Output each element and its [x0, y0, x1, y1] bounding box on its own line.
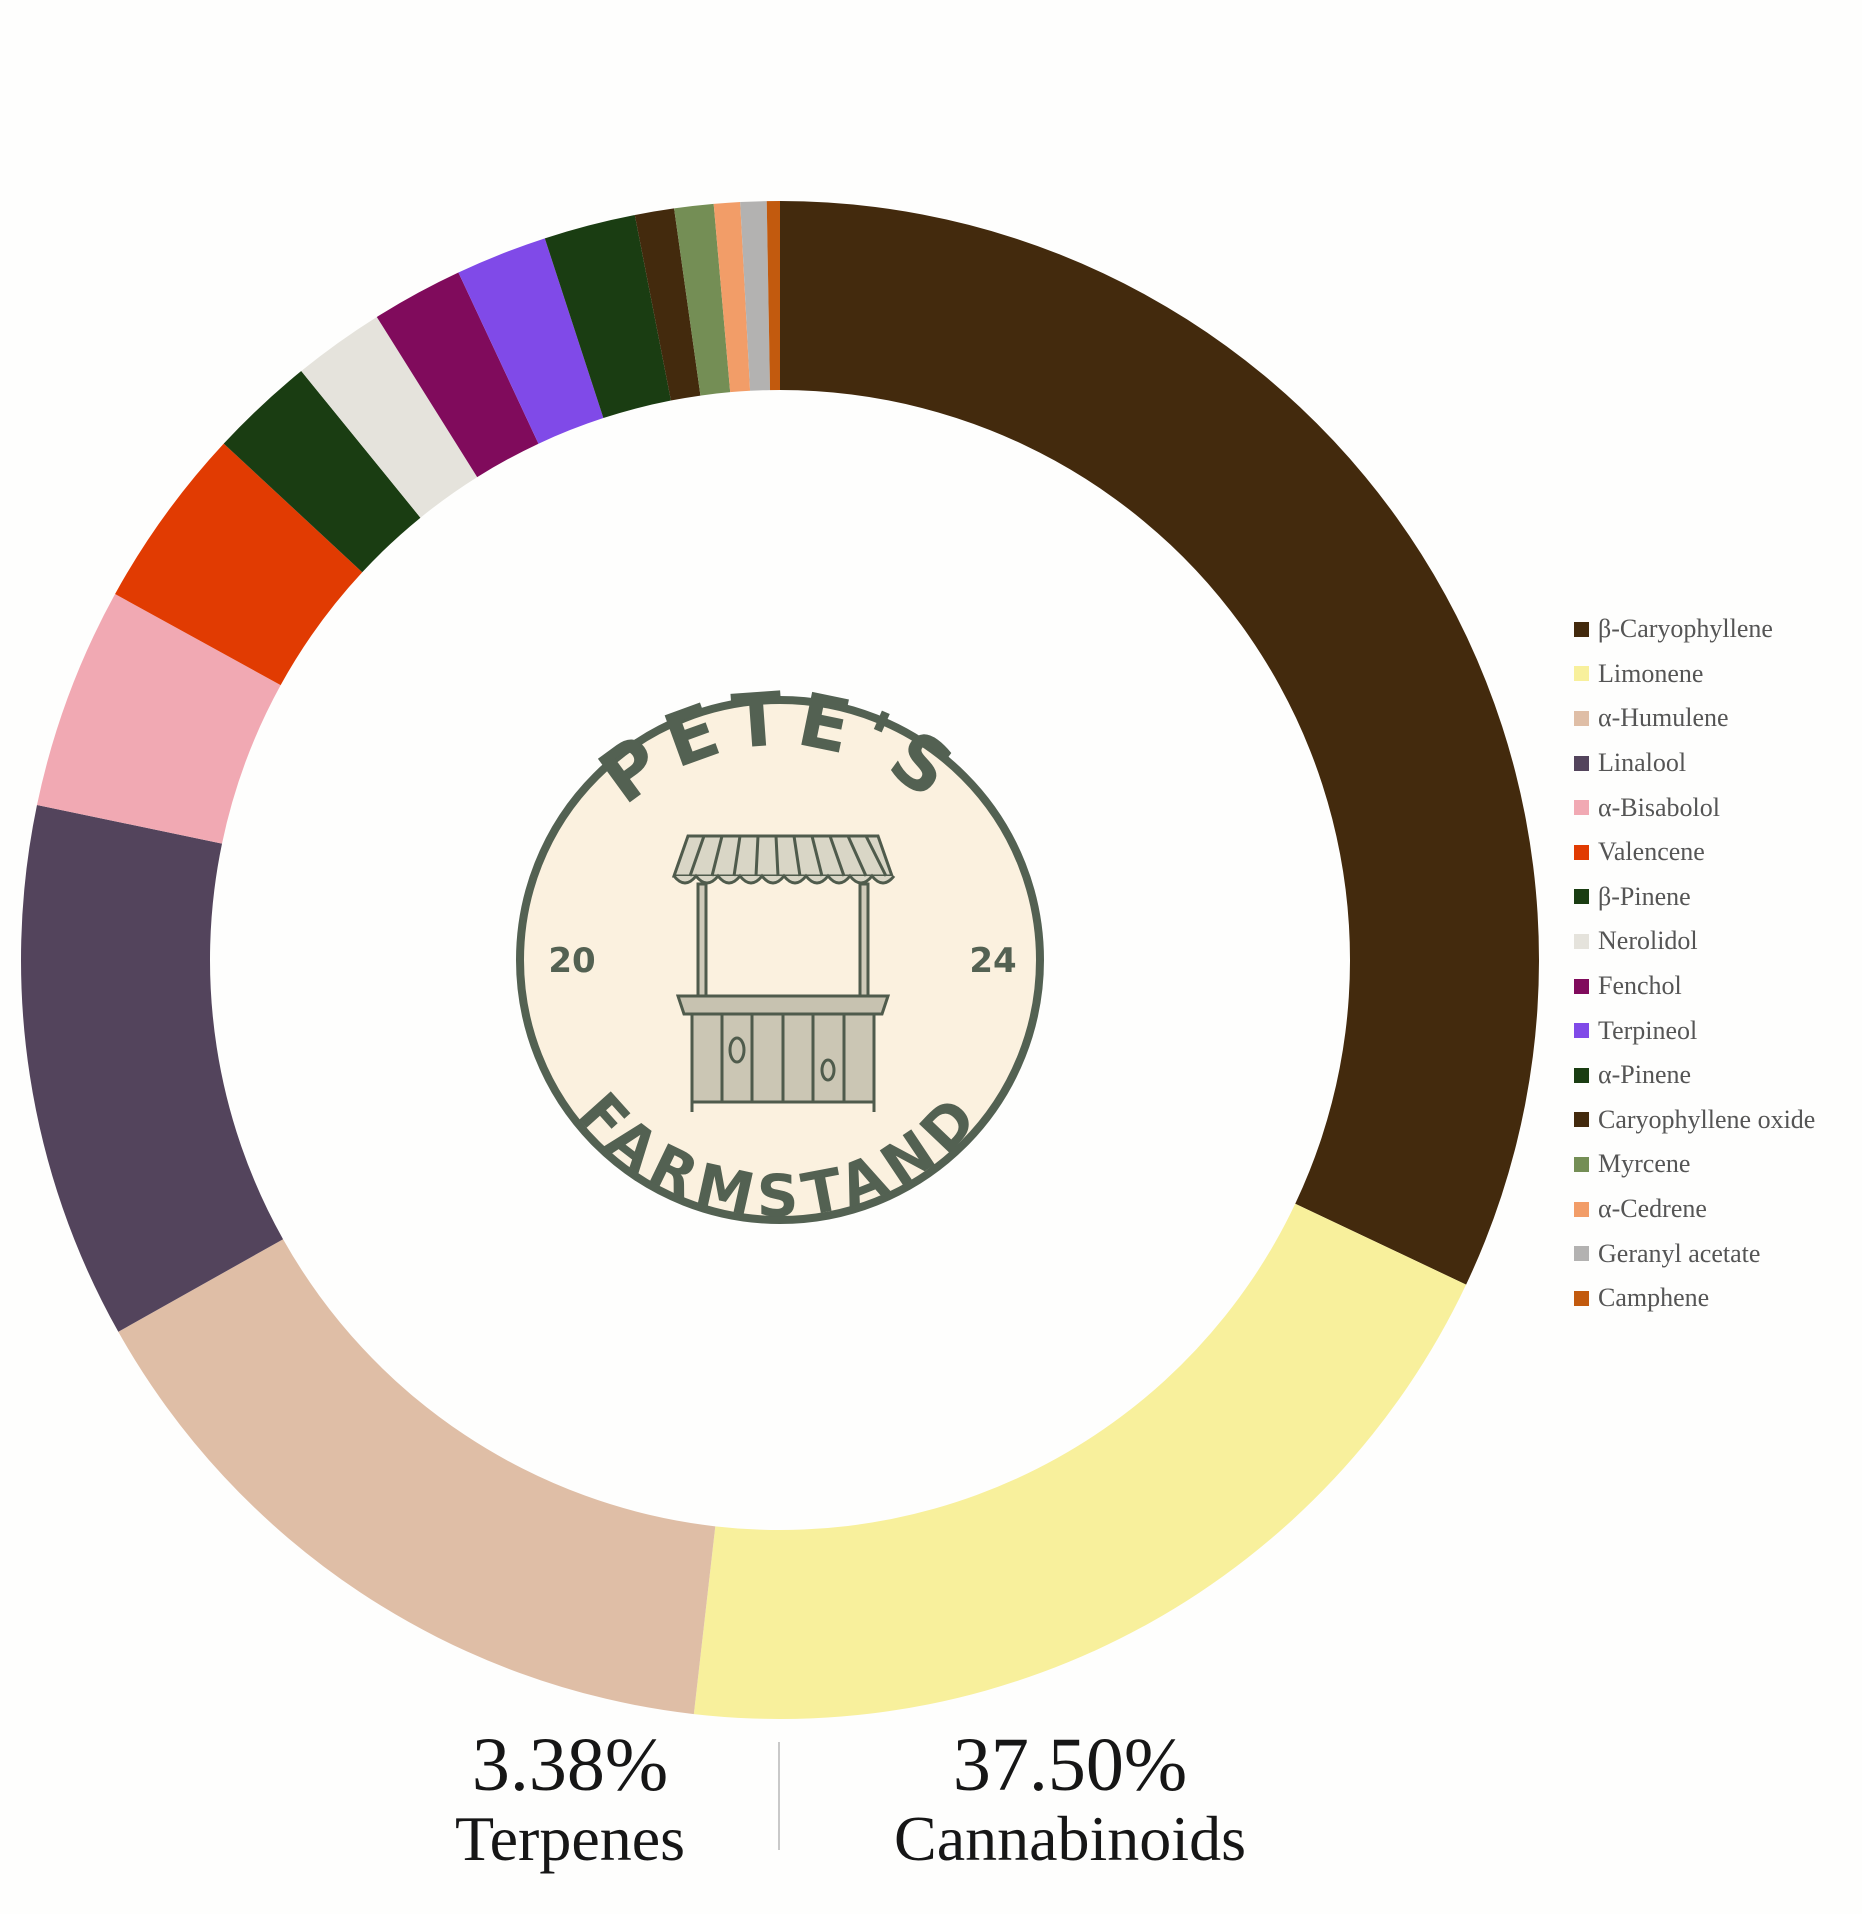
legend-swatch [1574, 889, 1589, 905]
donut-slice [36, 593, 281, 844]
legend-swatch [1574, 666, 1589, 682]
donut-slice [693, 1203, 1467, 1719]
legend-item: Valencene [1574, 830, 1815, 875]
logo-year-right: 24 [969, 941, 1016, 981]
legend-label: Caryophyllene oxide [1598, 1104, 1816, 1134]
legend-item: β-Pinene [1574, 875, 1815, 920]
legend-item: Myrcene [1574, 1142, 1815, 1187]
donut-slice [634, 208, 701, 401]
donut-slice [301, 316, 478, 518]
legend-label: β-Caryophyllene [1598, 614, 1773, 644]
donut-slice [740, 201, 771, 391]
legend-label: Nerolidol [1598, 926, 1698, 956]
legend-swatch [1574, 1201, 1589, 1217]
legend-item: β-Caryophyllene [1574, 607, 1815, 652]
legend-label: α-Bisabolol [1598, 792, 1720, 822]
legend-item: α-Humulene [1574, 696, 1815, 741]
legend-label: β-Pinene [1598, 881, 1691, 911]
donut-slice [223, 371, 421, 573]
legend-item: Camphene [1574, 1276, 1815, 1321]
legend-label: Linalool [1598, 748, 1687, 778]
farmstand-logo: PETE'S FARMSTAND 20 24 [516, 676, 1044, 1231]
legend-label: Limonene [1598, 658, 1704, 688]
legend-swatch [1574, 1112, 1589, 1128]
legend-swatch [1574, 1023, 1589, 1039]
legend-item: Limonene [1574, 652, 1815, 697]
legend-label: α-Cedrene [1598, 1194, 1707, 1224]
logo-year-left: 20 [548, 941, 595, 981]
legend-item: Nerolidol [1574, 919, 1815, 964]
legend-swatch [1574, 978, 1589, 994]
logo-badge [516, 696, 1044, 1224]
chart-legend: β-Caryophyllene Limonene α-Humulene Linaloo… [1574, 607, 1815, 1321]
farmstand-stall-illustration [671, 834, 896, 1112]
legend-label: Myrcene [1598, 1149, 1691, 1179]
terpenes-label: Terpenes [454, 1803, 686, 1874]
legend-label: Terpineol [1598, 1015, 1698, 1045]
legend-item: Geranyl acetate [1574, 1231, 1815, 1276]
legend-item: α-Cedrene [1574, 1187, 1815, 1232]
donut-slice [544, 215, 671, 419]
donut-slice [376, 272, 539, 478]
donut-slice [458, 238, 604, 444]
stats-divider [778, 1742, 780, 1850]
legend-label: Valencene [1598, 837, 1705, 867]
legend-item: Terpineol [1574, 1008, 1815, 1053]
terpenes-stat: 3.38% Terpenes [385, 1725, 755, 1873]
legend-label: Camphene [1598, 1283, 1710, 1313]
legend-swatch [1574, 755, 1589, 771]
donut-slice [713, 202, 751, 393]
legend-swatch [1574, 621, 1589, 637]
legend-swatch [1574, 1246, 1589, 1262]
terpenes-value: 3.38% [471, 1723, 669, 1807]
donut-slices [20, 201, 1539, 1719]
legend-swatch [1574, 1290, 1589, 1306]
legend-swatch [1574, 1156, 1589, 1172]
legend-label: Fenchol [1598, 971, 1682, 1001]
donut-slice [674, 203, 731, 396]
donut-slice [766, 201, 780, 391]
donut-slice [118, 1239, 716, 1715]
legend-label: α-Humulene [1598, 703, 1729, 733]
cannabinoids-label: Cannabinoids [894, 1803, 1246, 1874]
legend-swatch [1574, 800, 1589, 816]
legend-item: α-Bisabolol [1574, 785, 1815, 830]
legend-swatch [1574, 1067, 1589, 1083]
legend-item: Caryophyllene oxide [1574, 1098, 1815, 1143]
legend-item: Linalool [1574, 741, 1815, 786]
donut-slice [115, 443, 363, 686]
legend-item: Fenchol [1574, 964, 1815, 1009]
cannabinoids-value: 37.50% [952, 1723, 1188, 1807]
legend-swatch [1574, 933, 1589, 949]
cannabinoids-stat: 37.50% Cannabinoids [830, 1725, 1310, 1873]
legend-label: Geranyl acetate [1598, 1238, 1761, 1268]
legend-swatch [1574, 710, 1589, 726]
legend-label: α-Pinene [1598, 1060, 1692, 1090]
legend-item: α-Pinene [1574, 1053, 1815, 1098]
legend-swatch [1574, 844, 1589, 860]
stats-footer: 3.38% Terpenes 37.50% Cannabinoids [0, 1725, 1862, 1875]
donut-slice [20, 805, 284, 1332]
donut-slice [780, 201, 1539, 1285]
